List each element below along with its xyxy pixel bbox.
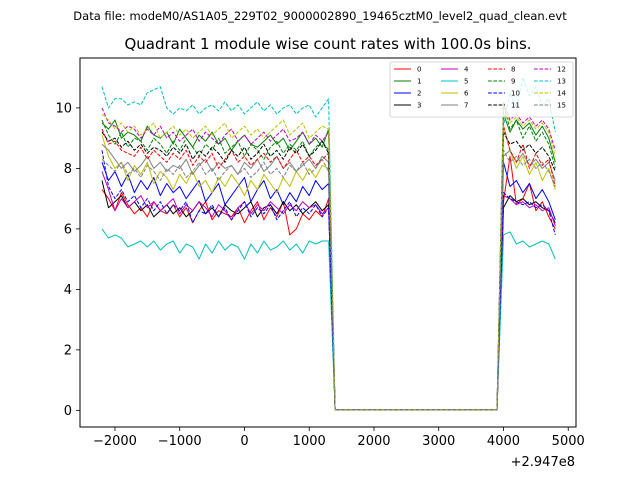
figure-title: Data file: modeM0/AS1A05_229T02_90000028…: [73, 9, 567, 23]
legend-label-13: 13: [557, 78, 566, 86]
legend-frame: [389, 61, 574, 118]
legend-label-8: 8: [511, 66, 515, 74]
x-tick-label: −1000: [158, 434, 202, 449]
y-tick-label: 8: [64, 162, 72, 177]
x-tick-label: 4000: [487, 434, 520, 449]
y-axis: 0 2 4 6 8 10: [55, 101, 80, 419]
legend-label-2: 2: [417, 90, 421, 98]
legend-label-5: 5: [464, 78, 468, 86]
x-tick-label: −2000: [93, 434, 137, 449]
y-tick-label: 0: [64, 404, 72, 419]
x-tick-label: 2000: [357, 434, 390, 449]
plot-area-frame: [79, 57, 577, 428]
x-tick-label: 3000: [422, 434, 455, 449]
legend-label-15: 15: [557, 102, 566, 110]
legend-label-10: 10: [511, 90, 520, 98]
series-line-15: [101, 149, 556, 411]
legend-label-9: 9: [511, 78, 515, 86]
y-tick-label: 10: [55, 101, 72, 116]
y-tick-label: 2: [64, 343, 72, 358]
plot-series-layer: [101, 77, 556, 411]
legend-label-3: 3: [417, 102, 421, 110]
legend-label-12: 12: [557, 66, 566, 74]
x-tick-label: 1000: [293, 434, 326, 449]
legend-label-6: 6: [464, 90, 469, 98]
x-tick-label: 0: [240, 434, 248, 449]
legend-label-7: 7: [464, 102, 468, 110]
x-axis-offset-label: +2.947e8: [511, 455, 575, 470]
chart-title: Quadrant 1 module wise count rates with …: [124, 35, 531, 53]
legend-label-1: 1: [417, 78, 421, 86]
legend-label-0: 0: [417, 66, 421, 74]
x-axis: −2000 −1000 0 1000 2000 3000 4000 5000: [93, 427, 585, 449]
legend-label-11: 11: [511, 102, 520, 110]
legend-label-14: 14: [557, 90, 566, 98]
series-line-10: [101, 150, 556, 411]
y-tick-label: 4: [64, 283, 72, 298]
y-tick-label: 6: [64, 222, 72, 237]
legend-label-4: 4: [464, 66, 469, 74]
x-tick-label: 5000: [552, 434, 585, 449]
